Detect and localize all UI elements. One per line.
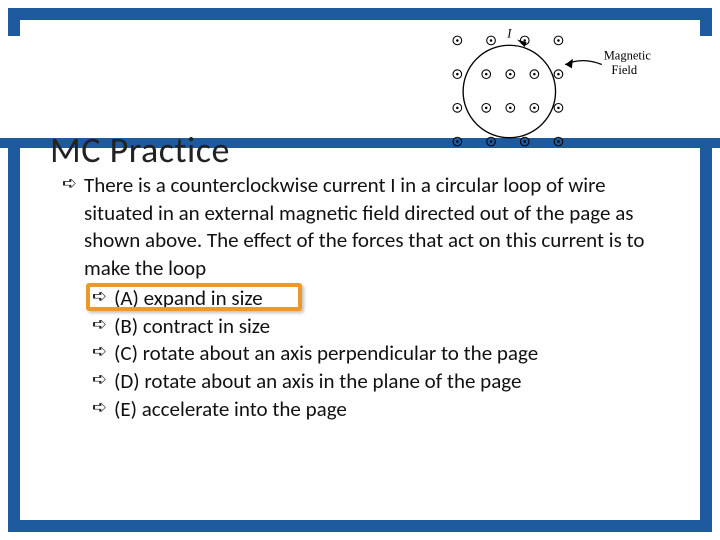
- magnetic-field-diagram: I Magnetic Field: [424, 26, 664, 156]
- option-text: (C) rotate about an axis perpendicular t…: [114, 340, 538, 368]
- option-text: (D) rotate about an axis in the plane of…: [114, 368, 521, 396]
- option-row: ➪(A) expand in size: [62, 285, 658, 313]
- slide-title: MC Practice: [50, 128, 230, 172]
- bullet-arrow-icon: ➪: [92, 285, 114, 313]
- question-text: There is a counterclockwise current I in…: [84, 172, 658, 283]
- option-text: (B) contract in size: [114, 313, 270, 341]
- option-text: (E) accelerate into the page: [114, 396, 347, 424]
- option-row: ➪(D) rotate about an axis in the plane o…: [62, 368, 658, 396]
- field-label-2: Field: [611, 63, 637, 77]
- content-area: ➪ There is a counterclockwise current I …: [62, 172, 658, 423]
- question-row: ➪ There is a counterclockwise current I …: [62, 172, 658, 283]
- bullet-arrow-icon: ➪: [62, 172, 84, 283]
- option-row: ➪(B) contract in size: [62, 313, 658, 341]
- option-row: ➪(C) rotate about an axis perpendicular …: [62, 340, 658, 368]
- option-row: ➪(E) accelerate into the page: [62, 396, 658, 424]
- bullet-arrow-icon: ➪: [92, 340, 114, 368]
- current-label: I: [506, 27, 512, 41]
- bullet-arrow-icon: ➪: [92, 368, 114, 396]
- options-list: ➪(A) expand in size➪(B) contract in size…: [62, 285, 658, 424]
- bullet-arrow-icon: ➪: [92, 313, 114, 341]
- field-label-1: Magnetic: [604, 49, 652, 63]
- option-text: (A) expand in size: [114, 285, 263, 313]
- bullet-arrow-icon: ➪: [92, 396, 114, 424]
